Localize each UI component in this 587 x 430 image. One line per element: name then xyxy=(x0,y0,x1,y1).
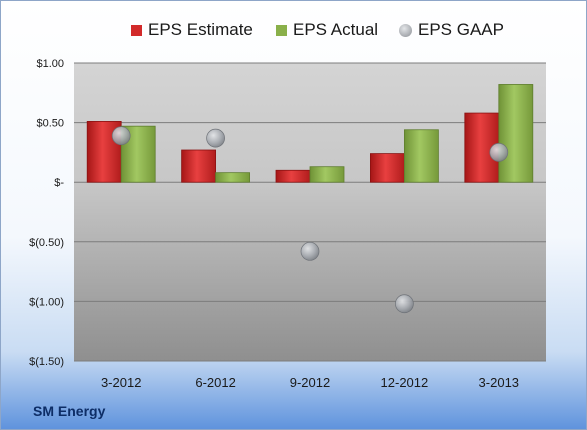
bar-eps-estimate xyxy=(369,153,405,183)
legend-swatch-estimate xyxy=(131,24,142,36)
x-tick-label: 6-2012 xyxy=(195,375,235,390)
point-eps-gaap xyxy=(489,143,509,162)
legend: EPS Estimate EPS Actual EPS GAAP xyxy=(1,18,586,42)
y-tick-label: $(1.50) xyxy=(29,356,64,368)
company-name: SM Energy xyxy=(33,403,106,419)
x-tick-label: 3-2013 xyxy=(479,375,519,390)
y-axis-ticks: $1.00 $0.50 $- $(0.50) $(1.00) $(1.50) xyxy=(29,58,64,368)
legend-item-gaap: EPS GAAP xyxy=(399,18,504,42)
x-tick-label: 12-2012 xyxy=(381,375,429,390)
bar-eps-actual xyxy=(403,129,439,183)
point-eps-gaap xyxy=(395,294,414,314)
plot-area xyxy=(74,63,546,361)
y-tick-label: $- xyxy=(54,177,64,189)
x-axis-ticks: 3-2012 6-2012 9-2012 12-2012 3-2013 xyxy=(101,375,519,390)
point-eps-gaap xyxy=(111,126,131,146)
gaap-points xyxy=(111,126,509,314)
y-tick-label: $0.50 xyxy=(36,118,64,130)
x-tick-label: 3-2012 xyxy=(101,375,141,390)
legend-label-estimate: EPS Estimate xyxy=(148,20,253,39)
y-tick-label: $(1.00) xyxy=(29,296,64,308)
legend-label-actual: EPS Actual xyxy=(293,20,379,39)
point-eps-gaap xyxy=(300,241,320,261)
bar-eps-actual xyxy=(498,84,534,183)
legend-swatch-actual xyxy=(276,24,287,36)
bar-eps-actual xyxy=(215,172,251,183)
bar-eps-estimate xyxy=(181,149,217,183)
bar-eps-actual xyxy=(309,166,345,183)
legend-swatch-gaap xyxy=(399,23,412,37)
point-eps-gaap xyxy=(206,128,225,148)
legend-item-estimate: EPS Estimate xyxy=(131,18,253,42)
bar-eps-estimate xyxy=(275,169,311,183)
legend-label-gaap: EPS GAAP xyxy=(418,20,504,39)
bars xyxy=(86,84,534,183)
y-tick-label: $1.00 xyxy=(36,58,64,70)
legend-item-actual: EPS Actual xyxy=(276,18,378,42)
y-tick-label: $(0.50) xyxy=(29,237,64,249)
x-tick-label: 9-2012 xyxy=(290,375,330,390)
